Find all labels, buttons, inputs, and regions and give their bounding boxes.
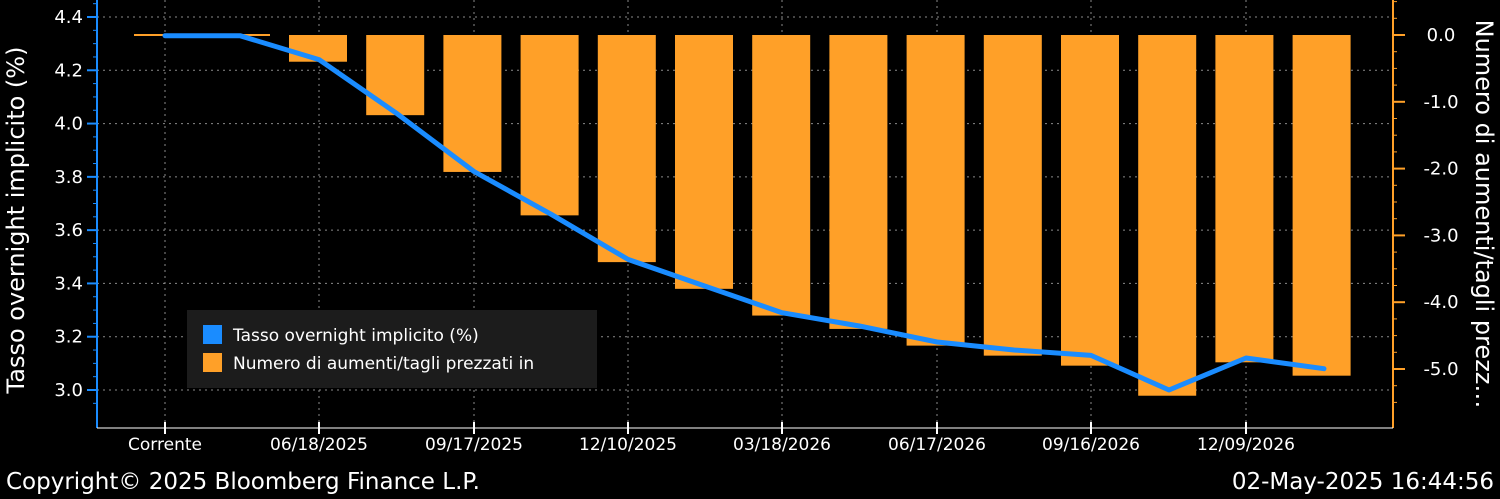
left-tick-label: 4.4 [54, 7, 83, 28]
right-tick-label: -4.0 [1423, 292, 1458, 313]
right-tick-label: -2.0 [1423, 159, 1458, 180]
bar [1138, 35, 1197, 396]
x-tick-label: Corrente [128, 435, 202, 455]
timestamp: 02-May-2025 16:44:56 [1232, 469, 1494, 495]
right-tick-label: 0.0 [1427, 25, 1456, 46]
x-axis: Corrente 06/18/2025 09/17/2025 12/10/2025 03… [97, 422, 1393, 455]
left-axis-label: Tasso overnight implicito (%) [2, 47, 30, 395]
copyright: Copyright© 2025 Bloomberg Finance L.P. [6, 469, 480, 495]
left-tick-label: 3.2 [54, 327, 83, 348]
legend-entry-line: Tasso overnight implicito (%) [232, 326, 479, 346]
legend-swatch-line [203, 325, 222, 344]
bar [1215, 35, 1274, 363]
bar [366, 35, 425, 116]
bar-series [134, 34, 1351, 396]
left-axis: 3.0 3.2 3.4 3.6 3.8 4.0 4.2 4.4 [54, 0, 98, 428]
x-tick-label: 09/16/2026 [1042, 435, 1140, 455]
left-tick-label: 3.8 [54, 167, 83, 188]
line-path [162, 33, 1327, 393]
bar [597, 35, 656, 263]
right-tick-label: -3.0 [1423, 225, 1458, 246]
legend-entry-bar: Numero di aumenti/tagli prezzati in [233, 354, 534, 374]
left-tick-label: 4.0 [54, 114, 83, 135]
left-tick-label: 3.4 [54, 273, 83, 294]
x-tick-label: 12/09/2026 [1197, 435, 1295, 455]
x-tick-label: 06/18/2025 [270, 435, 368, 455]
bar [1292, 35, 1351, 376]
x-tick-label: 09/17/2025 [425, 435, 523, 455]
legend: Tasso overnight implicito (%) Numero di … [187, 310, 597, 388]
right-tick-label: -1.0 [1423, 92, 1458, 113]
left-tick-label: 3.6 [54, 220, 83, 241]
bar [520, 35, 579, 216]
right-axis-label: Numero di aumenti/tagli prezz… [1470, 20, 1498, 409]
bar [906, 35, 965, 346]
bar [675, 35, 733, 289]
bar [443, 35, 502, 172]
bar [1061, 35, 1119, 366]
bar [752, 35, 811, 316]
left-tick-label: 4.2 [54, 60, 83, 81]
line-series [162, 33, 1327, 393]
legend-box [187, 310, 597, 388]
x-tick-label: 06/17/2026 [888, 435, 986, 455]
x-tick-label: 03/18/2026 [733, 435, 831, 455]
right-tick-label: -5.0 [1423, 359, 1458, 380]
x-tick-label: 12/10/2025 [579, 435, 677, 455]
legend-swatch-bar [203, 353, 222, 372]
left-tick-label: 3.0 [54, 380, 83, 401]
right-axis: 0.0 -1.0 -2.0 -3.0 -4.0 -5.0 [1392, 0, 1459, 428]
bar [829, 35, 888, 329]
bar [983, 35, 1042, 356]
